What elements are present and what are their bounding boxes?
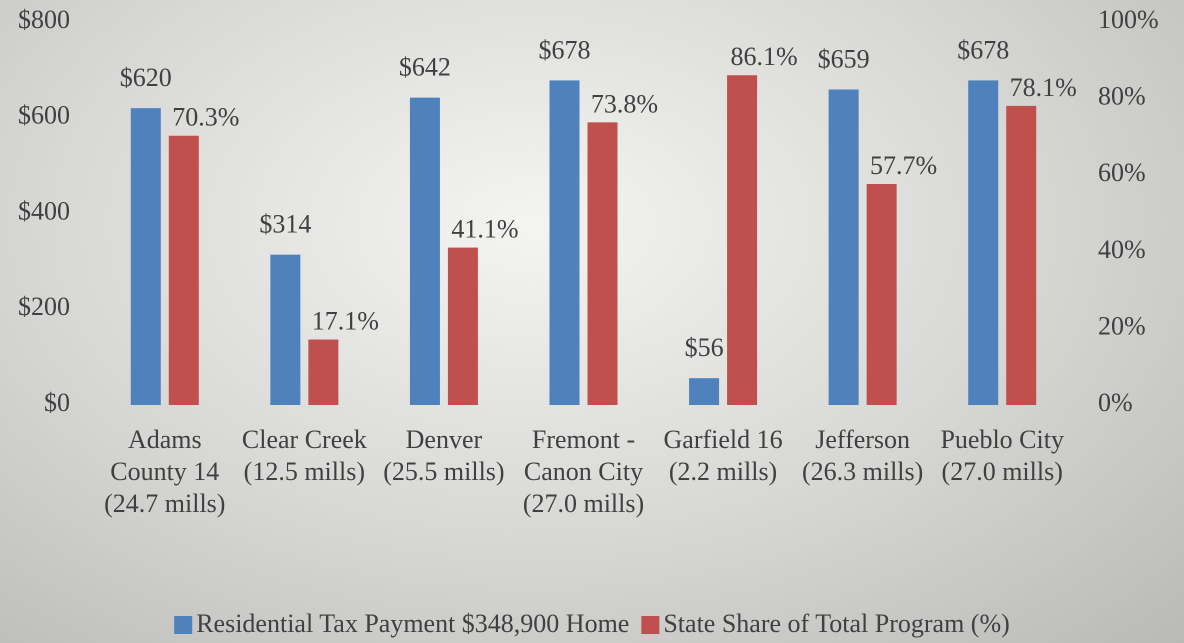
- x-tick-label: Jefferson (26.3 mills): [795, 424, 931, 488]
- value-label: $620: [120, 63, 172, 92]
- value-label: $678: [957, 35, 1009, 64]
- value-label: $678: [539, 35, 591, 64]
- legend-swatch: [174, 616, 192, 634]
- value-label: 73.8%: [591, 89, 658, 118]
- y-tick-label: $200: [18, 292, 70, 321]
- x-tick-label-box: Jefferson (26.3 mills): [795, 424, 931, 594]
- x-tick-label: Pueblo City (27.0 mills): [934, 424, 1070, 488]
- x-tick-label-box: Garfield 16 (2.2 mills): [655, 424, 791, 594]
- bar: [588, 122, 618, 405]
- x-tick-label: Clear Creek (12.5 mills): [236, 424, 372, 488]
- legend-swatch: [641, 616, 659, 634]
- y2-tick-label: 100%: [1098, 5, 1159, 34]
- value-label: $642: [399, 53, 451, 82]
- bar: [448, 248, 478, 405]
- bar: [308, 340, 338, 405]
- y-tick-label: $0: [44, 388, 70, 417]
- legend-label: State Share of Total Program (%): [663, 609, 1009, 638]
- value-label: $314: [259, 210, 311, 239]
- y2-tick-label: 80%: [1098, 82, 1146, 111]
- y-tick-label: $600: [18, 101, 70, 130]
- bar: [550, 80, 580, 405]
- x-tick-label: Fremont - Canon City (27.0 mills): [516, 424, 652, 521]
- bar: [867, 184, 897, 405]
- bar: [1006, 106, 1036, 405]
- y2-tick-label: 0%: [1098, 388, 1133, 417]
- x-tick-label: Denver (25.5 mills): [376, 424, 512, 488]
- value-label: 41.1%: [451, 215, 518, 244]
- value-label: 17.1%: [312, 306, 379, 335]
- x-tick-label-box: Adams County 14 (24.7 mills): [97, 424, 233, 594]
- y2-tick-label: 60%: [1098, 158, 1146, 187]
- x-tick-label-box: Fremont - Canon City (27.0 mills): [516, 424, 652, 594]
- bar: [270, 255, 300, 405]
- bar: [169, 136, 199, 405]
- value-label: $56: [685, 333, 724, 362]
- value-label: $659: [818, 44, 870, 73]
- y2-tick-label: 40%: [1098, 235, 1146, 264]
- x-tick-label-box: Denver (25.5 mills): [376, 424, 512, 594]
- x-tick-label-box: Clear Creek (12.5 mills): [236, 424, 372, 594]
- x-tick-label: Garfield 16 (2.2 mills): [655, 424, 791, 488]
- x-tick-label-box: Pueblo City (27.0 mills): [934, 424, 1070, 594]
- y-tick-label: $800: [18, 5, 70, 34]
- bar: [829, 90, 859, 405]
- y2-tick-label: 20%: [1098, 311, 1146, 340]
- legend: Residential Tax Payment $348,900 Home Sta…: [174, 609, 1010, 638]
- chart: $0 $200 $400 $600 $800 0% 20% 40% 60% 80% 100% $620…: [0, 0, 1184, 643]
- bar: [131, 108, 161, 405]
- legend-label: Residential Tax Payment $348,900 Home: [196, 609, 629, 638]
- x-tick-label: Adams County 14 (24.7 mills): [97, 424, 233, 521]
- value-label: 78.1%: [1010, 73, 1077, 102]
- value-label: 70.3%: [172, 103, 239, 132]
- value-label: 86.1%: [730, 42, 797, 71]
- value-label: 57.7%: [870, 151, 937, 180]
- bar: [410, 98, 440, 405]
- bar: [727, 75, 757, 405]
- bar: [689, 378, 719, 405]
- y-tick-label: $400: [18, 196, 70, 225]
- bar: [968, 80, 998, 405]
